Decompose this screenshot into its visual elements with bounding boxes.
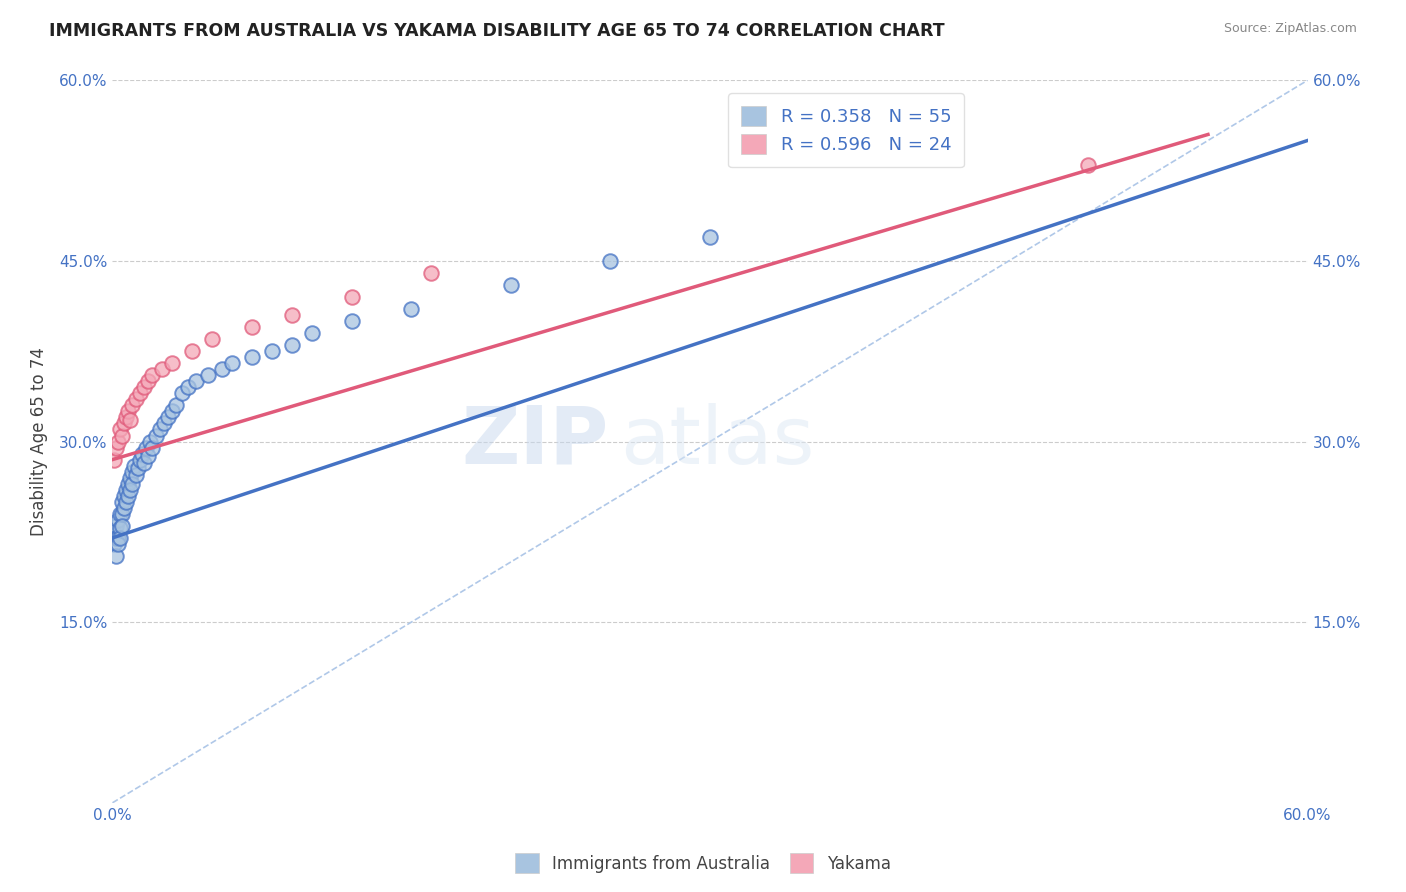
Point	[120, 483, 142, 497]
Point	[141, 368, 163, 383]
Text: Source: ZipAtlas.com: Source: ZipAtlas.com	[1223, 22, 1357, 36]
Point	[103, 452, 125, 467]
Point	[117, 476, 139, 491]
Point	[177, 380, 200, 394]
Point	[120, 470, 142, 484]
Point	[162, 404, 183, 418]
Point	[111, 518, 134, 533]
Point	[134, 380, 156, 394]
Point	[105, 531, 128, 545]
Point	[110, 521, 132, 535]
Point	[281, 338, 304, 352]
Point	[281, 308, 304, 322]
Point	[114, 417, 135, 431]
Point	[401, 301, 423, 317]
Point	[110, 507, 132, 521]
Point	[105, 518, 128, 533]
Point	[699, 230, 721, 244]
Point	[105, 549, 128, 563]
Text: IMMIGRANTS FROM AUSTRALIA VS YAKAMA DISABILITY AGE 65 TO 74 CORRELATION CHART: IMMIGRANTS FROM AUSTRALIA VS YAKAMA DISA…	[49, 22, 945, 40]
Point	[125, 392, 148, 407]
Point	[186, 374, 208, 388]
Point	[125, 468, 148, 483]
Point	[114, 489, 135, 503]
Point	[153, 417, 176, 431]
Point	[162, 356, 183, 370]
Point	[115, 410, 138, 425]
Point	[107, 434, 129, 449]
Point	[103, 524, 125, 539]
Point	[107, 513, 129, 527]
Point	[135, 441, 157, 455]
Point	[201, 332, 224, 346]
Point	[121, 465, 143, 479]
Point	[340, 290, 363, 304]
Point	[340, 314, 363, 328]
Point	[138, 374, 160, 388]
Text: ZIP: ZIP	[461, 402, 609, 481]
Point	[111, 494, 134, 508]
Point	[165, 398, 187, 412]
Legend: R = 0.358   N = 55, R = 0.596   N = 24: R = 0.358 N = 55, R = 0.596 N = 24	[728, 93, 965, 167]
Point	[499, 277, 522, 292]
Point	[117, 489, 139, 503]
Point	[117, 404, 139, 418]
Point	[129, 386, 152, 401]
Point	[115, 494, 138, 508]
Point	[181, 344, 204, 359]
Legend: Immigrants from Australia, Yakama: Immigrants from Australia, Yakama	[509, 847, 897, 880]
Point	[129, 452, 152, 467]
Point	[145, 428, 167, 442]
Point	[110, 531, 132, 545]
Point	[260, 344, 283, 359]
Point	[240, 350, 263, 364]
Point	[127, 461, 149, 475]
Point	[138, 449, 160, 463]
Point	[131, 446, 153, 460]
Point	[121, 398, 143, 412]
Point	[141, 441, 163, 455]
Point	[111, 428, 134, 442]
Point	[197, 368, 219, 383]
Point	[157, 410, 180, 425]
Point	[149, 422, 172, 436]
Point	[115, 483, 138, 497]
Point	[150, 362, 173, 376]
Point	[240, 320, 263, 334]
Point	[110, 422, 132, 436]
Point	[1077, 157, 1099, 171]
Point	[124, 458, 146, 473]
Point	[105, 441, 128, 455]
Point	[172, 386, 194, 401]
Point	[211, 362, 233, 376]
Point	[111, 507, 134, 521]
Point	[599, 253, 621, 268]
Point	[120, 413, 142, 427]
Point	[301, 326, 323, 340]
Point	[420, 266, 443, 280]
Point	[221, 356, 243, 370]
Point	[139, 434, 162, 449]
Point	[121, 476, 143, 491]
Text: atlas: atlas	[620, 402, 814, 481]
Y-axis label: Disability Age 65 to 74: Disability Age 65 to 74	[30, 347, 48, 536]
Point	[134, 456, 156, 470]
Point	[103, 537, 125, 551]
Point	[107, 537, 129, 551]
Point	[114, 500, 135, 515]
Point	[107, 531, 129, 545]
